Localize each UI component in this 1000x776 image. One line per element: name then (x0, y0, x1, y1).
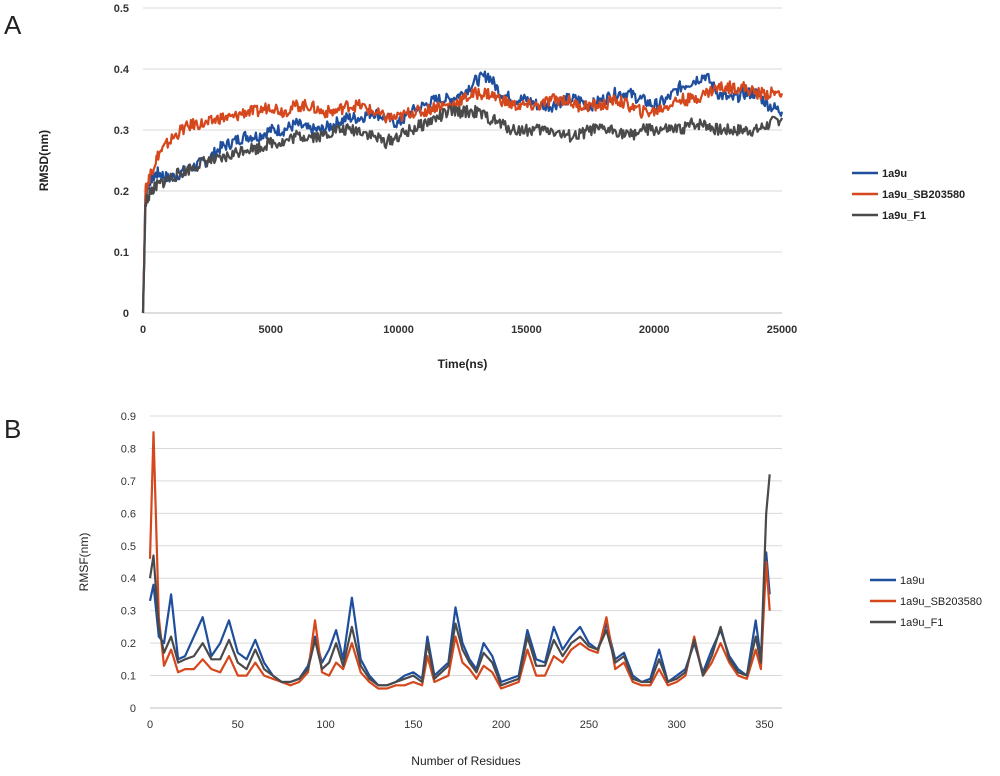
legend-label: 1a9u_F1 (900, 617, 943, 629)
legend-label: 1a9u_SB203580 (900, 596, 982, 608)
x-tick-label: 350 (755, 719, 773, 731)
x-tick-label: 15000 (511, 324, 542, 336)
x-tick-label: 300 (667, 719, 685, 731)
rmsd-series-1a9u-f1 (141, 104, 784, 314)
y-tick-label: 0.5 (114, 3, 129, 15)
x-tick-label: 5000 (259, 324, 283, 336)
y-tick-label: 0.2 (114, 186, 129, 198)
legend-label: 1a9u (882, 168, 907, 180)
y-tick-label: 0.2 (121, 638, 136, 650)
legend-label: 1a9u_SB203580 (882, 189, 965, 201)
x-tick-label: 150 (404, 719, 422, 731)
x-tick-label: 10000 (383, 324, 414, 336)
x-tick-label: 100 (316, 719, 334, 731)
x-tick-label: 0 (140, 324, 146, 336)
panel-b-letter: B (4, 414, 21, 444)
rmsd-chart: 0 0.1 0.2 0.3 0.4 0.5 0 5000 10000 15000 20000 2500… (37, 3, 965, 371)
y-tick-label: 0.6 (121, 508, 136, 520)
rmsd-series-1a9u (141, 70, 784, 314)
legend-label: 1a9u (900, 575, 924, 587)
y-tick-label: 0.4 (114, 64, 130, 76)
y-tick-label: 0 (130, 703, 136, 715)
y-tick-label: 0.7 (121, 476, 136, 488)
y-tick-label: 0.5 (121, 541, 136, 553)
x-tick-label: 0 (147, 719, 153, 731)
y-axis-title: RMSD(nm) (37, 130, 51, 191)
x-tick-label: 50 (232, 719, 244, 731)
y-axis-title: RMSF(nm) (77, 533, 91, 592)
y-tick-label: 0.3 (114, 125, 129, 137)
y-tick-label: 0.3 (121, 606, 136, 618)
y-tick-label: 0 (123, 308, 129, 320)
x-axis-title: Time(ns) (438, 357, 488, 371)
x-tick-label: 250 (580, 719, 598, 731)
y-tick-label: 0.1 (114, 247, 129, 259)
x-tick-label: 20000 (639, 324, 670, 336)
rmsf-series-1a9u-sb203580 (148, 431, 771, 690)
y-tick-label: 0.1 (121, 671, 136, 683)
x-axis-title: Number of Residues (411, 754, 520, 768)
rmsf-series-1a9u-f1 (148, 474, 771, 687)
rmsf-chart: 0 0.1 0.2 0.3 0.4 0.5 0.6 0.7 0.8 0.9 0 50 100 150 200… (77, 411, 982, 768)
rmsd-series-1a9u-sb203580 (141, 80, 784, 314)
y-tick-label: 0.9 (121, 411, 136, 423)
y-tick-label: 0.8 (121, 443, 136, 455)
legend-label: 1a9u_F1 (882, 210, 926, 222)
y-tick-label: 0.4 (121, 573, 136, 585)
panel-a-letter: A (4, 10, 22, 40)
x-tick-label: 25000 (767, 324, 798, 336)
x-tick-label: 200 (492, 719, 510, 731)
